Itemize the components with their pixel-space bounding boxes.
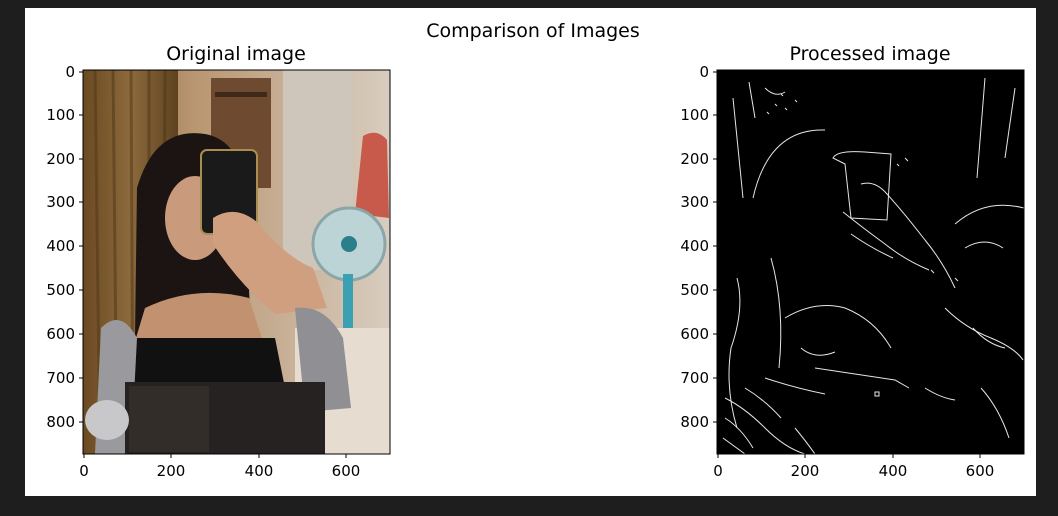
edge-map	[722, 77, 1024, 454]
x-tick-label: 200	[791, 462, 820, 480]
x-tick-label: 0	[713, 462, 723, 480]
y-tick-label: 100	[46, 106, 75, 124]
y-tick-label: 400	[680, 237, 709, 255]
x-tick-label: 0	[79, 462, 89, 480]
y-tick-label: 200	[46, 150, 75, 168]
y-axis-processed: 0 100 200 300 400 500 600 700 800	[680, 63, 717, 431]
x-tick-label: 600	[966, 462, 995, 480]
figure-canvas: Comparison of Images Original image	[46, 20, 1025, 480]
y-tick-label: 0	[65, 63, 75, 81]
x-axis-original: 0 200 400 600	[79, 454, 360, 480]
matplotlib-figure: Comparison of Images Original image	[25, 8, 1036, 496]
axes-frame-original	[82, 69, 391, 455]
x-axis-processed: 0 200 400 600	[713, 454, 994, 480]
figure-suptitle: Comparison of Images	[426, 20, 640, 42]
original-photo	[83, 70, 390, 454]
y-tick-label: 100	[680, 106, 709, 124]
y-tick-label: 500	[680, 281, 709, 299]
y-tick-label: 800	[46, 413, 75, 431]
x-tick-label: 200	[157, 462, 186, 480]
y-tick-label: 800	[680, 413, 709, 431]
y-axis-original: 0 100 200 300 400 500 600 700 800	[46, 63, 83, 431]
y-tick-label: 600	[46, 325, 75, 343]
edge-image-background	[717, 70, 1024, 454]
panel-processed: Processed image	[680, 43, 1025, 480]
x-tick-label: 400	[879, 462, 908, 480]
axes-frame-processed	[716, 69, 1025, 455]
y-tick-label: 500	[46, 281, 75, 299]
y-tick-label: 300	[46, 193, 75, 211]
y-tick-label: 0	[699, 63, 709, 81]
y-tick-label: 400	[46, 237, 75, 255]
y-tick-label: 300	[680, 193, 709, 211]
y-tick-label: 700	[680, 369, 709, 387]
y-tick-label: 200	[680, 150, 709, 168]
x-tick-label: 400	[245, 462, 274, 480]
y-tick-label: 700	[46, 369, 75, 387]
x-tick-label: 600	[332, 462, 361, 480]
panel-title-original: Original image	[166, 43, 306, 65]
panel-title-processed: Processed image	[789, 43, 950, 65]
y-tick-label: 600	[680, 325, 709, 343]
panel-original: Original image	[46, 43, 391, 480]
